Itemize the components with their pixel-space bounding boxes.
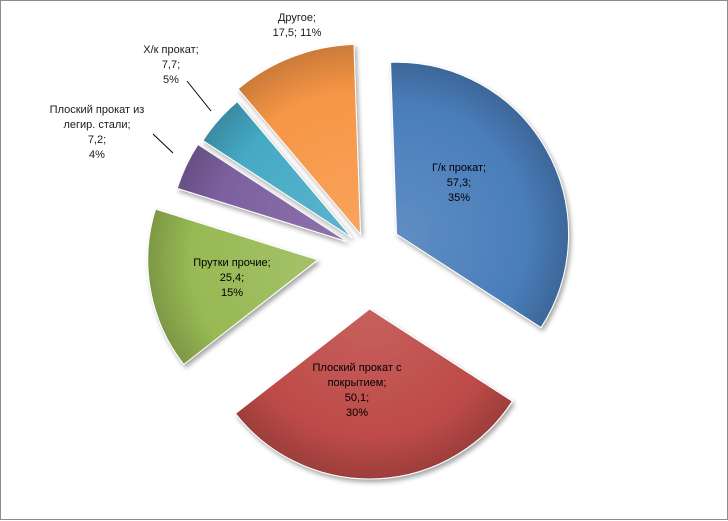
data-label-6: Другое; 17,5; 11%	[273, 12, 322, 39]
leader-line-4	[152, 133, 174, 154]
data-label-line: Плоский прокат из	[50, 104, 145, 116]
data-label-line: Х/к прокат;	[143, 44, 198, 56]
data-label-5: Х/к прокат; 7,7; 5%	[143, 44, 198, 86]
data-label-4: Плоский прокат из легир. стали; 7,2; 4%	[50, 104, 145, 161]
data-label-line: 7,2;	[88, 134, 106, 146]
pie-slice-5	[202, 100, 353, 239]
data-label-2: Плоский прокат с покрытием; 50,1; 30%	[313, 362, 402, 419]
data-label-line: 30%	[346, 407, 368, 419]
data-label-line: Г/к прокат;	[432, 162, 486, 174]
pie-slice-4	[176, 143, 348, 243]
pie-slice-2	[234, 308, 514, 480]
data-label-line: Прутки прочие;	[193, 257, 270, 269]
data-label-3: Прутки прочие; 25,4; 15%	[193, 257, 270, 299]
data-label-line: 15%	[221, 287, 243, 299]
data-label-line: 57,3;	[447, 177, 471, 189]
data-label-line: 50,1;	[345, 392, 369, 404]
data-label-line: 17,5; 11%	[273, 27, 322, 39]
data-label-line: Плоский прокат с	[313, 362, 402, 374]
leader-line-5	[186, 80, 212, 112]
data-label-line: 25,4;	[220, 272, 244, 284]
leader-lines-layer	[152, 80, 212, 154]
slices-layer	[147, 43, 570, 480]
data-label-line: 7,7;	[162, 59, 180, 71]
data-label-line: 5%	[163, 74, 179, 86]
data-label-line: покрытием;	[328, 377, 387, 389]
data-label-1: Г/к прокат; 57,3; 35%	[432, 162, 486, 204]
data-label-line: 35%	[448, 192, 470, 204]
pie-slice-6	[237, 43, 362, 236]
labels-layer: Г/к прокат; 57,3; 35% Плоский прокат с покры…	[50, 12, 486, 419]
data-label-line: 4%	[89, 149, 105, 161]
pie-slice-1	[390, 61, 570, 329]
pie-slice-3	[147, 208, 319, 366]
data-label-line: Другое;	[278, 12, 316, 24]
data-label-line: легир. стали;	[63, 119, 130, 131]
